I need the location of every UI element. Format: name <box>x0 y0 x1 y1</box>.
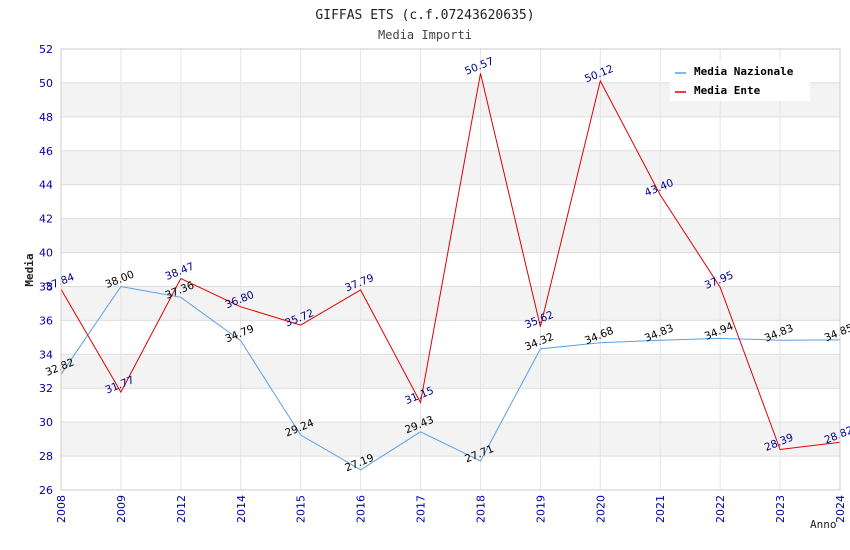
legend-box <box>670 61 810 101</box>
legend: Media Nazionale Media Ente <box>670 61 810 101</box>
data-label-nazionale: 34.68 <box>583 325 615 347</box>
series-line-media-ente <box>60 73 841 451</box>
chart-subtitle: Media Importi <box>378 28 472 42</box>
x-tick-label: 2022 <box>714 495 727 523</box>
y-tick-label: 50 <box>39 77 53 90</box>
x-tick-label: 2019 <box>534 495 547 523</box>
x-tick-label: 2009 <box>115 495 128 523</box>
data-label-nazionale: 34.85 <box>823 322 850 344</box>
grid-band <box>61 422 840 457</box>
y-tick-label: 48 <box>39 111 53 124</box>
grid-band <box>61 354 840 389</box>
y-tick-label: 44 <box>39 179 53 192</box>
y-tick-label: 28 <box>39 450 53 463</box>
y-tick-label: 52 <box>39 43 53 56</box>
y-tick-label: 38 <box>39 280 53 293</box>
data-label-nazionale: 34.83 <box>763 322 795 344</box>
legend-label-ente: Media Ente <box>694 84 761 97</box>
y-axis-label: Media <box>23 253 36 286</box>
data-label-ente: 50.57 <box>463 55 495 77</box>
x-tick-label: 2008 <box>55 495 68 523</box>
y-tick-label: 40 <box>39 247 53 260</box>
x-tick-label: 2024 <box>834 495 847 523</box>
series-lines <box>60 73 841 471</box>
y-tick-label: 34 <box>39 348 53 361</box>
grid-band <box>61 150 840 185</box>
y-axis-ticks: 26 28 30 32 34 36 38 40 42 44 46 48 50 52 <box>39 43 53 497</box>
y-tick-label: 30 <box>39 416 53 429</box>
x-tick-label: 2023 <box>774 495 787 523</box>
grid-lines <box>60 48 841 491</box>
x-axis-ticks: 2008 2009 2012 2014 2015 2016 2017 2018 2019 2020… <box>55 495 847 523</box>
x-tick-label: 2020 <box>594 495 607 523</box>
x-tick-label: 2014 <box>235 495 248 523</box>
y-tick-label: 36 <box>39 314 53 327</box>
y-tick-label: 46 <box>39 145 53 158</box>
x-axis-label: Anno <box>810 518 837 531</box>
x-tick-label: 2012 <box>175 495 188 523</box>
chart-title: GIFFAS ETS (c.f.07243620635) <box>315 8 534 23</box>
plot-frame <box>60 48 841 491</box>
data-label-nazionale: 34.79 <box>223 323 255 345</box>
x-tick-label: 2016 <box>355 495 368 523</box>
x-tick-label: 2021 <box>654 495 667 523</box>
x-tick-label: 2015 <box>295 495 308 523</box>
y-tick-label: 32 <box>39 382 53 395</box>
data-label-ente: 50.12 <box>583 63 615 85</box>
y-tick-label: 42 <box>39 213 53 226</box>
data-label-nazionale: 34.94 <box>703 320 736 343</box>
x-tick-label: 2017 <box>415 495 428 523</box>
x-tick-label: 2018 <box>474 495 487 523</box>
data-label-nazionale: 34.32 <box>523 331 555 353</box>
grid-band <box>61 286 840 321</box>
series-line-media-nazionale <box>60 285 841 471</box>
data-label-nazionale: 34.83 <box>643 322 675 344</box>
y-tick-label: 26 <box>39 484 53 497</box>
legend-label-nazionale: Media Nazionale <box>694 65 794 78</box>
